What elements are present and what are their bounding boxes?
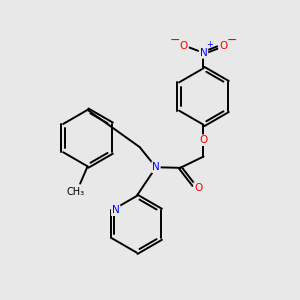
Text: +: + xyxy=(206,40,213,49)
Text: −: − xyxy=(170,34,180,47)
Text: CH₃: CH₃ xyxy=(67,187,85,197)
Text: O: O xyxy=(194,183,202,193)
Text: O: O xyxy=(219,41,227,51)
Text: O: O xyxy=(180,41,188,51)
Text: N: N xyxy=(200,48,207,58)
Text: N: N xyxy=(152,162,160,172)
Text: O: O xyxy=(200,135,208,145)
Text: N: N xyxy=(112,205,120,215)
Text: −: − xyxy=(227,34,237,47)
